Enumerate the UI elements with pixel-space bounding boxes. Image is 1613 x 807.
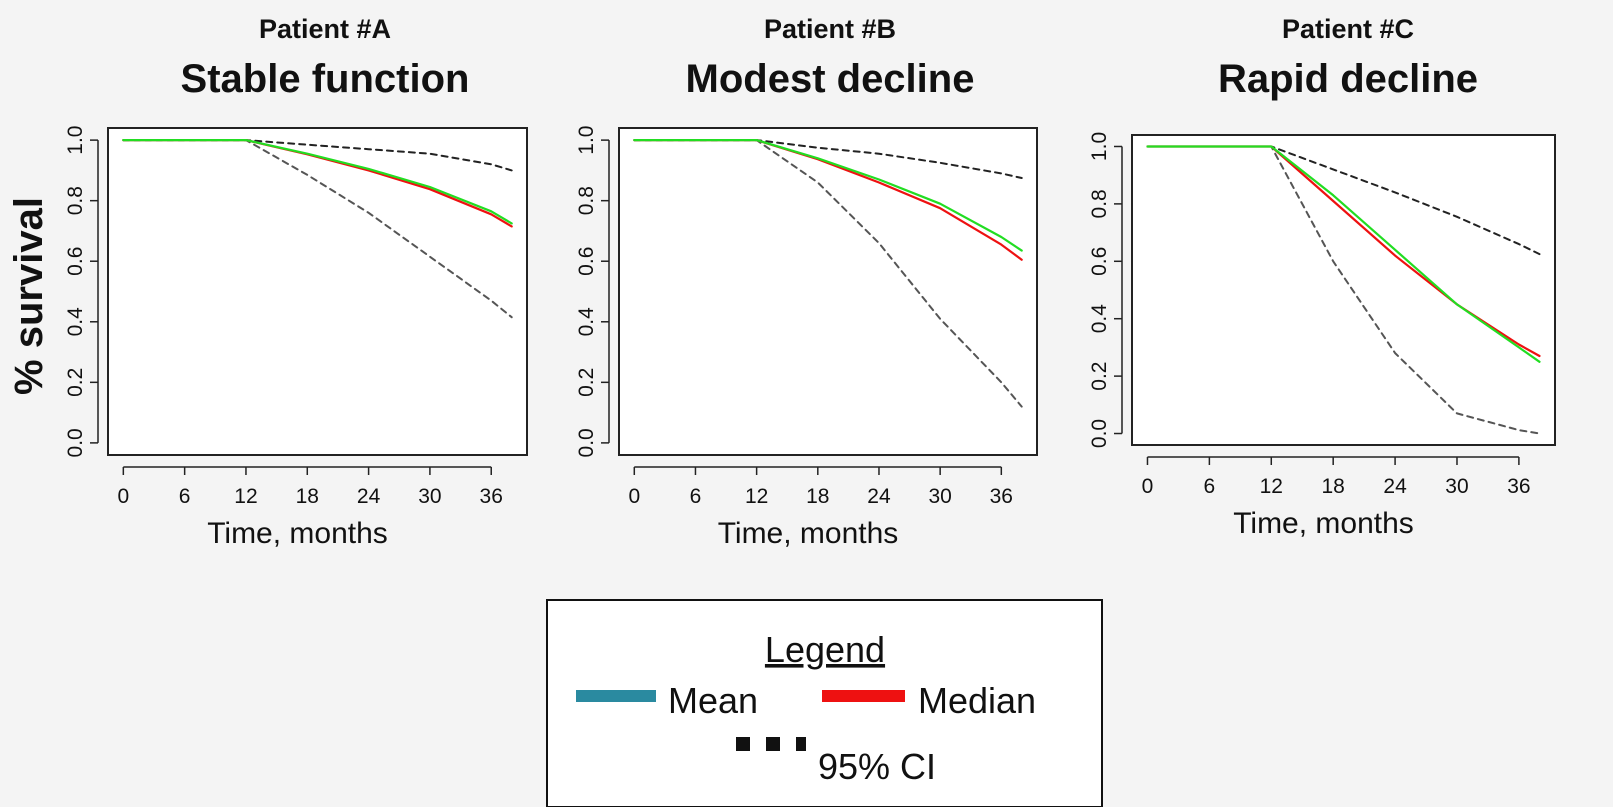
x-tick-label: 0 — [1142, 475, 1154, 498]
y-tick-label: 0.8 — [1088, 189, 1111, 218]
x-tick-label: 24 — [1383, 475, 1407, 498]
chart-panel-3: Patient #C Rapid decline 0.0 0.2 0.4 0.6 0.8 1.… — [1088, 14, 1556, 540]
x-axis-label: Time, months — [1233, 507, 1414, 540]
legend-label-mean: Mean — [668, 680, 758, 721]
series-line-mean — [1146, 145, 1541, 363]
x-tick-label: 12 — [234, 485, 257, 508]
x-tick-label: 36 — [1507, 475, 1530, 498]
x-tick-label: 6 — [1204, 475, 1216, 498]
chart-panel-1: Patient #A Stable function 0.0 0.2 0.4 0.6 0.8… — [64, 14, 528, 550]
panel-subtitle: Patient #C — [1282, 14, 1414, 44]
chart-panel-2: Patient #B Modest decline 0.0 0.2 0.4 0.6 0.8 1… — [575, 14, 1038, 550]
y-tick-label: 0.8 — [64, 186, 87, 215]
y-tick-label: 0.0 — [1088, 419, 1111, 448]
y-tick-label: 0.6 — [575, 247, 598, 276]
legend-title: Legend — [765, 629, 885, 670]
panel-title: Modest decline — [686, 57, 975, 101]
x-tick-label: 6 — [179, 485, 191, 508]
y-tick-label: 0.8 — [575, 186, 598, 215]
panel-title: Stable function — [181, 57, 470, 101]
y-tick-label: 1.0 — [64, 126, 87, 155]
legend-box — [546, 599, 1103, 807]
y-tick-label: 0.0 — [64, 428, 87, 457]
x-tick-label: 24 — [357, 485, 381, 508]
x-tick-label: 12 — [745, 485, 768, 508]
legend-label-median: Median — [918, 680, 1036, 721]
y-tick-label: 0.4 — [64, 307, 87, 337]
y-axis-label: % survival — [7, 197, 51, 395]
x-tick-label: 0 — [117, 485, 129, 508]
plot-frame — [1131, 134, 1556, 446]
y-tick-label: 0.4 — [575, 307, 598, 337]
x-tick-label: 24 — [867, 485, 891, 508]
x-tick-label: 36 — [990, 485, 1013, 508]
x-tick-label: 30 — [928, 485, 951, 508]
y-tick-label: 1.0 — [1088, 132, 1111, 161]
series-line-mean — [122, 139, 513, 225]
y-tick-label: 0.6 — [64, 247, 87, 276]
x-axis-label: Time, months — [207, 517, 388, 550]
y-tick-label: 1.0 — [575, 126, 598, 155]
legend-label-ci: 95% CI — [818, 746, 936, 787]
y-tick-label: 0.4 — [1088, 304, 1111, 334]
plot-frame — [618, 127, 1038, 456]
x-axis-label: Time, months — [718, 517, 899, 550]
y-tick-label: 0.2 — [1088, 362, 1111, 391]
panel-subtitle: Patient #B — [764, 14, 896, 44]
y-tick-label: 0.6 — [1088, 247, 1111, 276]
x-tick-label: 36 — [480, 485, 503, 508]
y-tick-label: 0.2 — [575, 368, 598, 397]
x-tick-label: 12 — [1260, 475, 1283, 498]
panel-title: Rapid decline — [1218, 57, 1478, 101]
x-tick-label: 6 — [690, 485, 702, 508]
series-line-mean — [633, 139, 1023, 252]
x-tick-label: 0 — [628, 485, 640, 508]
y-tick-label: 0.0 — [575, 428, 598, 457]
x-tick-label: 18 — [1322, 475, 1345, 498]
x-tick-label: 30 — [1445, 475, 1468, 498]
y-tick-label: 0.2 — [64, 368, 87, 397]
panel-subtitle: Patient #A — [259, 14, 391, 44]
plot-frame — [107, 127, 528, 456]
x-tick-label: 30 — [418, 485, 441, 508]
x-tick-label: 18 — [806, 485, 829, 508]
x-tick-label: 18 — [296, 485, 319, 508]
